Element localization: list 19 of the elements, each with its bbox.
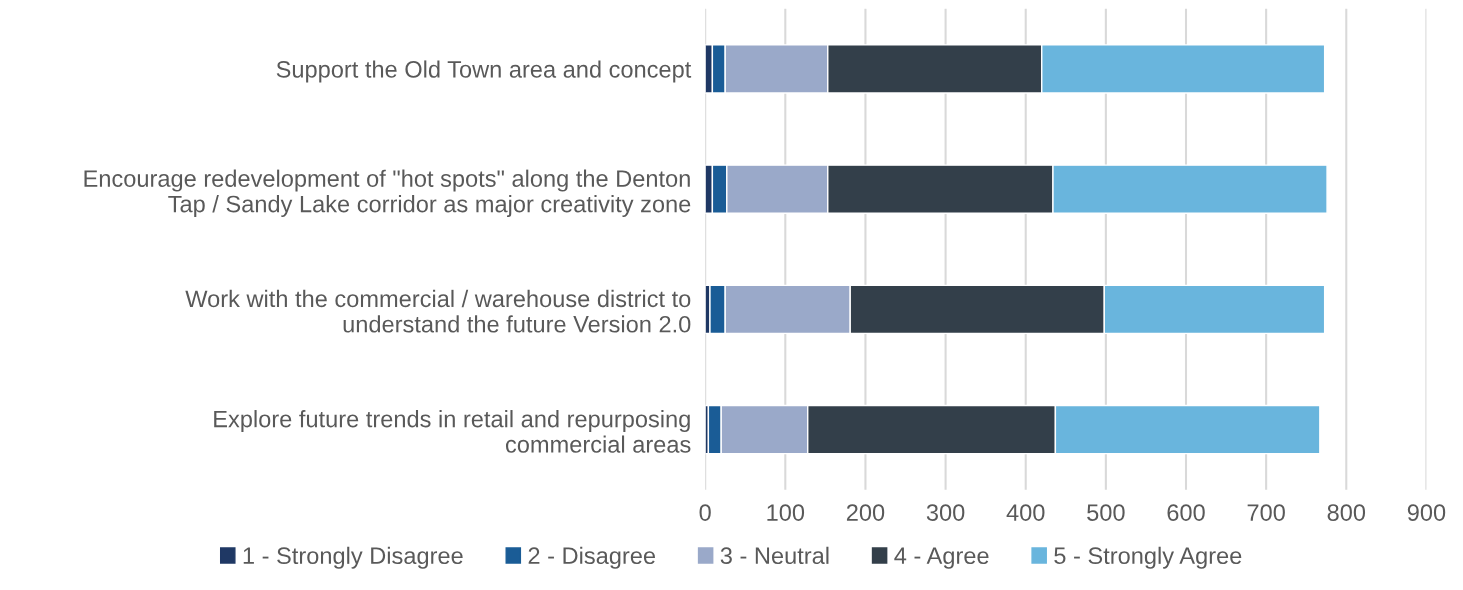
legend-label: 2 - Disagree [528, 546, 656, 569]
y-tick-label: Support the Old Town area and concept [276, 60, 692, 83]
legend-label: 5 - Strongly Agree [1054, 546, 1242, 569]
legend-label: 3 - Neutral [720, 546, 829, 565]
legend-label: 4 - Agree [894, 547, 989, 569]
x-tick-label: 500 [1087, 504, 1125, 521]
x-tick-label: 900 [1407, 504, 1446, 521]
x-tick-label: 700 [1247, 504, 1285, 521]
x-tick-label: 100 [767, 504, 805, 521]
x-tick-label: 0 [699, 504, 711, 521]
legend-label: 1 - Strongly Disagree [243, 546, 463, 569]
y-tick-label: Work with the commercial / warehouse district to understand the future Version 2.0 [185, 289, 691, 333]
x-tick-label: 200 [846, 504, 885, 521]
x-tick-label: 800 [1327, 504, 1366, 521]
y-tick-label: Explore future trends in retail and repurposing commercial areas [214, 410, 691, 453]
x-tick-label: 600 [1167, 504, 1205, 521]
y-tick-label: Encourage redevelopment of "hot spots" along the Denton Tap / Sandy Lake corridor as major creativity zone [84, 169, 691, 218]
x-tick-label: 400 [1006, 504, 1045, 521]
x-tick-label: 300 [926, 504, 965, 521]
